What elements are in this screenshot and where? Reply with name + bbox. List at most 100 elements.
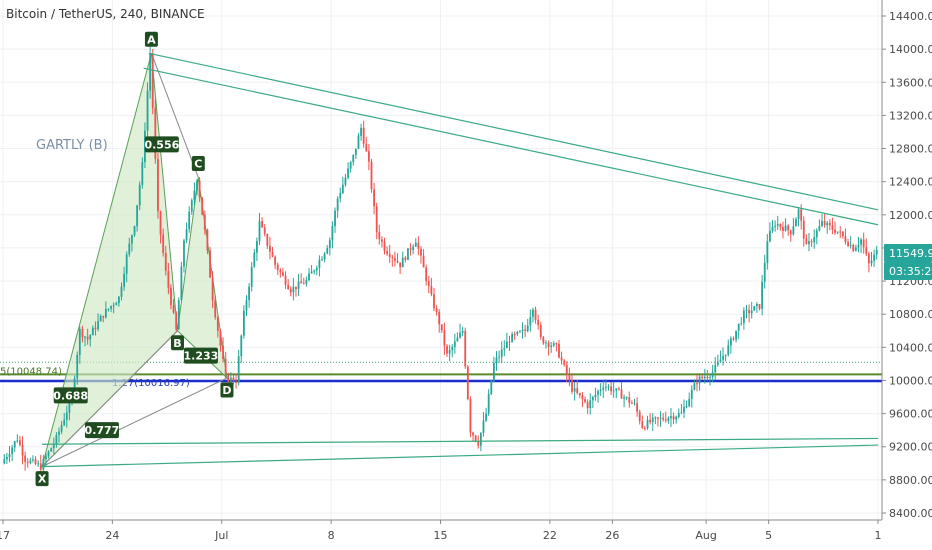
point-label-text: A — [147, 33, 156, 46]
candle-body — [354, 148, 357, 155]
candle-body — [396, 260, 399, 263]
candle-body — [380, 239, 383, 242]
candle-body — [146, 90, 149, 131]
y-tick-label: 10000.00 — [889, 374, 932, 387]
candle-body — [797, 209, 800, 220]
x-tick-label: 22 — [543, 529, 557, 542]
candle-body — [347, 168, 349, 178]
candle-body — [742, 310, 745, 324]
candle-body — [412, 246, 415, 250]
ratio-label-box — [53, 387, 88, 404]
candle-body — [787, 225, 790, 231]
candle-body — [248, 286, 251, 301]
candle-body — [287, 284, 290, 289]
candle-body — [461, 330, 464, 333]
candle-body — [159, 211, 162, 235]
candle-body — [289, 288, 292, 293]
lower-support-1[interactable] — [42, 437, 879, 445]
upper-resistance-2[interactable] — [143, 67, 879, 226]
x-tick-label: 15 — [434, 529, 448, 542]
candle-body — [430, 286, 433, 295]
candle-body — [485, 413, 487, 421]
candle-body — [625, 397, 628, 399]
candle-body — [560, 357, 563, 361]
candle-body — [141, 162, 144, 185]
candle-body — [63, 419, 66, 426]
candle-body — [727, 345, 730, 355]
candle-body — [47, 451, 50, 457]
candle-body — [422, 255, 425, 268]
candle-body — [802, 220, 805, 239]
candle-body — [193, 190, 196, 200]
candle-body — [594, 394, 597, 397]
candle-body — [852, 244, 855, 251]
candle-body — [602, 387, 605, 390]
candle-body — [823, 221, 826, 226]
candle-body — [362, 127, 365, 144]
lower-support-2[interactable] — [42, 444, 879, 468]
candle-body — [758, 304, 761, 309]
candle-body — [841, 231, 844, 237]
trendlines[interactable] — [42, 52, 879, 468]
y-tick-label: 13600.00 — [889, 76, 932, 89]
point-label-box — [144, 31, 158, 47]
candle-body — [19, 440, 21, 445]
candle-body — [456, 337, 459, 342]
candle-body — [769, 230, 771, 242]
candle-body — [813, 237, 816, 243]
candle-body — [341, 184, 344, 194]
candle-body — [261, 221, 264, 228]
candle-body — [729, 338, 732, 346]
ratio-label: 1.233 — [184, 347, 218, 364]
candle-body — [284, 275, 287, 285]
candle-body — [550, 345, 553, 347]
candle-body — [719, 359, 722, 362]
candle-body — [459, 332, 461, 338]
candle-body — [834, 229, 836, 233]
candle-body — [102, 315, 105, 318]
candle-body — [266, 233, 269, 246]
ratio-label-box — [144, 136, 179, 153]
candle-body — [383, 241, 386, 251]
candle-body — [870, 260, 873, 264]
upper-resistance-1[interactable] — [148, 52, 879, 211]
ratio-label: 0.688 — [53, 387, 88, 404]
gartley-pattern[interactable] — [41, 53, 228, 469]
candle-body — [86, 336, 89, 340]
y-tick-label: 12800.00 — [889, 143, 932, 156]
candle-body — [844, 236, 847, 243]
candle-body — [242, 310, 245, 336]
candle-body — [539, 325, 542, 338]
candle-body — [321, 259, 323, 261]
candle-body — [214, 300, 217, 318]
candle-body — [513, 334, 516, 336]
candle-body — [250, 266, 253, 287]
candle-body — [532, 309, 534, 317]
candle-body — [516, 331, 519, 335]
candle-body — [487, 393, 490, 414]
candle-body — [81, 328, 84, 338]
candle-body — [310, 271, 313, 274]
candle-body — [425, 267, 428, 282]
candle-body — [11, 447, 14, 455]
time-badge-text: 03:35:28 — [889, 265, 932, 278]
candle-body — [404, 257, 407, 260]
candle-body — [875, 250, 878, 255]
candle-body — [795, 219, 797, 227]
candle-body — [490, 380, 493, 394]
candle-body — [24, 455, 27, 462]
candle-body — [292, 286, 295, 293]
candle-body — [589, 400, 592, 408]
ratio-label: 0.556 — [144, 136, 180, 153]
candle-body — [860, 239, 862, 245]
y-tick-label: 8400.00 — [889, 507, 932, 520]
candle-body — [378, 232, 381, 240]
candle-body — [344, 177, 347, 185]
candle-body — [597, 391, 599, 395]
candle-body — [722, 355, 724, 360]
candle-body — [745, 309, 748, 311]
candle-body — [761, 281, 764, 309]
candle-body — [519, 331, 521, 333]
candle-body — [50, 448, 53, 452]
